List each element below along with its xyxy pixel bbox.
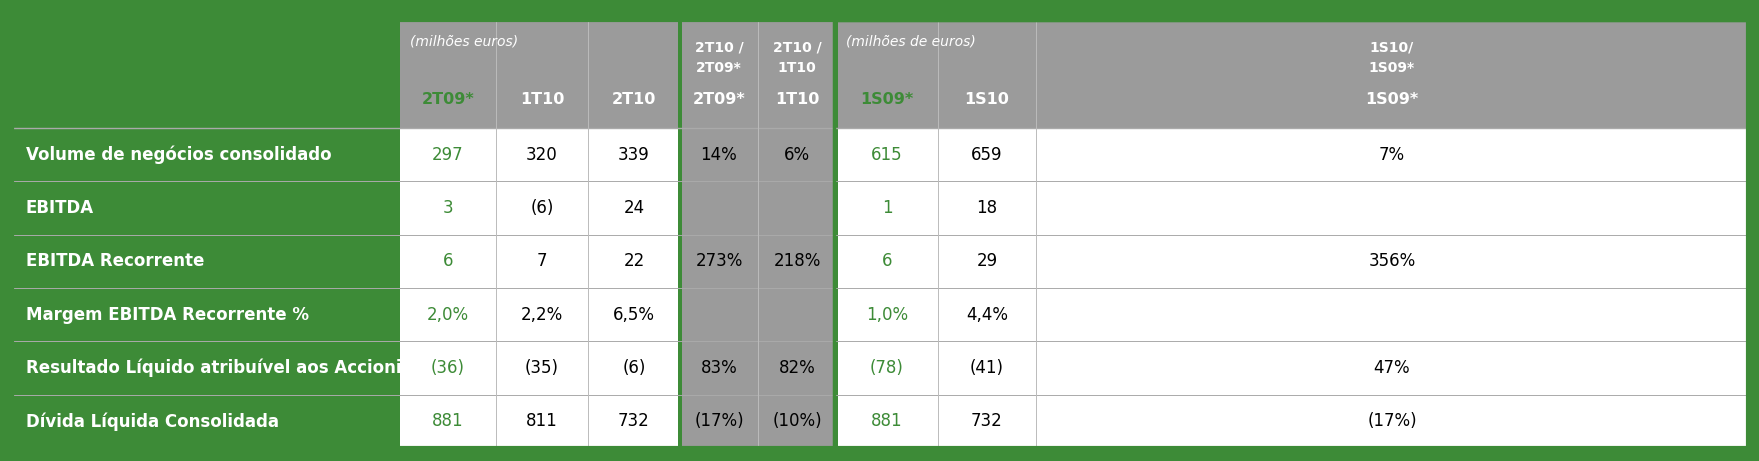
Text: 47%: 47% — [1374, 359, 1411, 377]
Text: EBITDA: EBITDA — [26, 199, 95, 217]
Text: 82%: 82% — [779, 359, 816, 377]
Text: 2T09*: 2T09* — [697, 61, 742, 75]
Text: 2,2%: 2,2% — [521, 306, 563, 324]
Bar — [681, 341, 836, 395]
Text: 4,4%: 4,4% — [966, 306, 1008, 324]
Text: 18: 18 — [976, 199, 997, 217]
Text: 1T10: 1T10 — [521, 93, 565, 107]
Text: 3: 3 — [443, 199, 454, 217]
Bar — [681, 288, 836, 341]
Text: 320: 320 — [526, 146, 558, 164]
Text: 22: 22 — [623, 252, 644, 270]
Bar — [681, 395, 836, 448]
Text: (6): (6) — [623, 359, 646, 377]
Text: 1S09*: 1S09* — [1369, 61, 1414, 75]
Text: Volume de negócios consolidado: Volume de negócios consolidado — [26, 145, 332, 164]
Bar — [834, 20, 1748, 448]
Text: 7%: 7% — [1379, 146, 1405, 164]
Bar — [834, 20, 837, 448]
Text: 1S10/: 1S10/ — [1370, 41, 1414, 55]
Text: 615: 615 — [871, 146, 902, 164]
Text: Margem EBITDA Recorrente %: Margem EBITDA Recorrente % — [26, 306, 310, 324]
Bar — [681, 181, 836, 235]
Text: 881: 881 — [871, 412, 902, 430]
Text: 659: 659 — [971, 146, 1003, 164]
Text: 732: 732 — [971, 412, 1003, 430]
Text: 218%: 218% — [774, 252, 821, 270]
Text: 1: 1 — [881, 199, 892, 217]
Text: 6: 6 — [881, 252, 892, 270]
Text: 1S09*: 1S09* — [860, 93, 913, 107]
Text: 6: 6 — [443, 252, 454, 270]
Text: Dívida Líquida Consolidada: Dívida Líquida Consolidada — [26, 412, 280, 431]
Text: 24: 24 — [623, 199, 644, 217]
Text: 2T09*: 2T09* — [693, 93, 746, 107]
Text: 356%: 356% — [1369, 252, 1416, 270]
Text: 2T10 /: 2T10 / — [695, 41, 744, 55]
Text: 14%: 14% — [700, 146, 737, 164]
Bar — [399, 20, 1748, 128]
Text: 1T10: 1T10 — [777, 61, 816, 75]
Bar — [681, 128, 836, 181]
Text: (6): (6) — [529, 199, 554, 217]
Text: (milhões de euros): (milhões de euros) — [846, 35, 976, 49]
Text: 1S09*: 1S09* — [1365, 93, 1418, 107]
Text: (milhões euros): (milhões euros) — [410, 35, 519, 49]
Text: (17%): (17%) — [695, 412, 744, 430]
Text: 6%: 6% — [785, 146, 811, 164]
Text: 2T10 /: 2T10 / — [772, 41, 821, 55]
Text: 2T09*: 2T09* — [422, 93, 475, 107]
Text: EBITDA Recorrente: EBITDA Recorrente — [26, 252, 204, 270]
Text: 297: 297 — [433, 146, 464, 164]
Text: (10%): (10%) — [772, 412, 821, 430]
Text: Resultado Líquido atribuível aos Accionistas: Resultado Líquido atribuível aos Accioni… — [26, 359, 440, 377]
Bar — [12, 20, 399, 448]
Text: 1S10: 1S10 — [964, 93, 1010, 107]
Text: (41): (41) — [969, 359, 1004, 377]
Text: 7: 7 — [536, 252, 547, 270]
Text: 6,5%: 6,5% — [612, 306, 654, 324]
Text: 339: 339 — [617, 146, 649, 164]
Text: (35): (35) — [524, 359, 559, 377]
Text: 881: 881 — [433, 412, 464, 430]
Text: 732: 732 — [617, 412, 649, 430]
Text: 1T10: 1T10 — [774, 93, 820, 107]
Text: 29: 29 — [976, 252, 997, 270]
Bar — [681, 235, 836, 288]
Text: (36): (36) — [431, 359, 464, 377]
Text: 2,0%: 2,0% — [427, 306, 470, 324]
Text: 273%: 273% — [695, 252, 742, 270]
Text: 1,0%: 1,0% — [865, 306, 908, 324]
Text: 83%: 83% — [700, 359, 737, 377]
Text: (17%): (17%) — [1367, 412, 1416, 430]
Text: (78): (78) — [871, 359, 904, 377]
Text: 811: 811 — [526, 412, 558, 430]
Bar — [677, 20, 682, 448]
Text: 2T10: 2T10 — [612, 93, 656, 107]
